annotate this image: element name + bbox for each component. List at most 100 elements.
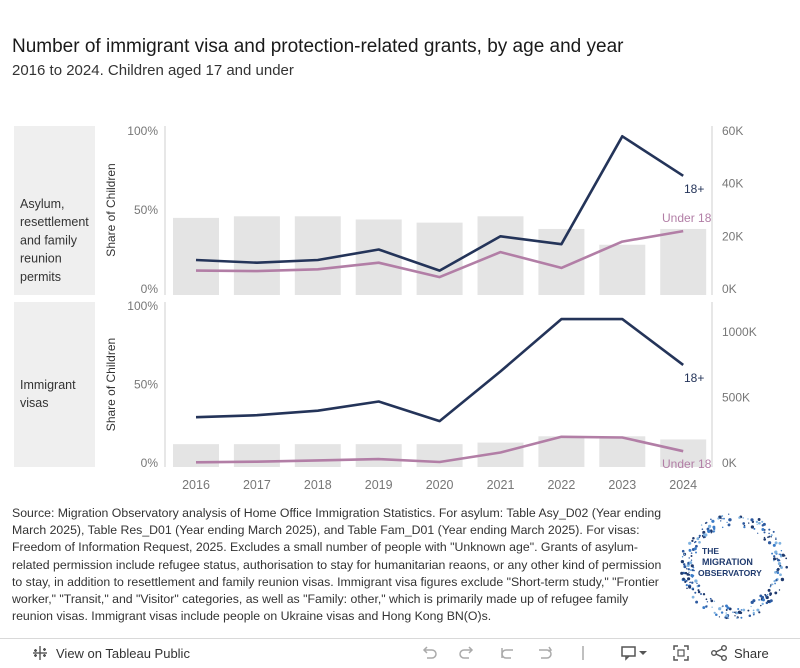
logo-dot <box>738 516 741 519</box>
logo-dot <box>721 518 723 520</box>
logo-dot <box>695 600 699 604</box>
panel-label-box <box>14 126 95 295</box>
logo-dot <box>693 547 697 551</box>
logo-dot <box>777 570 779 573</box>
logo-dot <box>733 611 736 613</box>
x-tick-label: 2024 <box>669 478 697 492</box>
right-tick-label: 0K <box>722 282 737 296</box>
logo-dot <box>764 593 767 596</box>
logo-dot <box>691 568 694 572</box>
logo-dot <box>702 606 706 610</box>
logo-dot <box>717 517 720 520</box>
logo-dot <box>769 592 773 596</box>
logo-dot <box>702 533 706 537</box>
share-of-children-bar <box>416 444 463 467</box>
pause-button[interactable] <box>574 644 592 662</box>
logo-dot <box>775 537 777 539</box>
logo-dot <box>727 617 730 619</box>
logo-dot <box>689 561 693 565</box>
share-button[interactable]: Share <box>710 644 769 662</box>
left-tick-label: 100% <box>127 299 158 313</box>
logo-dot <box>765 601 769 605</box>
logo-dot <box>695 551 697 554</box>
logo-dot <box>694 579 698 583</box>
logo-dot <box>702 593 706 596</box>
fullscreen-button[interactable] <box>672 644 690 662</box>
logo-dot <box>773 555 776 558</box>
logo-dot <box>692 588 695 591</box>
logo-dot <box>773 579 776 583</box>
logo-dot <box>725 616 728 620</box>
logo-dot <box>718 607 722 611</box>
logo-line-1: THE <box>702 546 719 556</box>
view-on-tableau-button[interactable]: View on Tableau Public <box>32 645 190 661</box>
logo-dot <box>711 606 713 608</box>
logo-dot <box>756 608 760 612</box>
logo-dot <box>722 605 724 607</box>
logo-dot <box>775 579 778 581</box>
share-of-children-bar <box>173 217 219 295</box>
revert-button[interactable] <box>498 644 516 662</box>
right-tick-label: 500K <box>722 391 750 405</box>
logo-dot <box>690 564 694 568</box>
logo-dot <box>726 606 730 610</box>
logo-dot <box>725 612 727 614</box>
series-line-children <box>195 229 684 279</box>
panel-label-box <box>14 302 95 467</box>
logo-dot <box>682 571 686 575</box>
logo-dot <box>688 541 692 545</box>
logo-dot <box>694 541 696 544</box>
logo-dot <box>768 532 770 535</box>
logo-dot <box>785 557 788 560</box>
logo-dot <box>720 611 724 614</box>
left-tick-label: 50% <box>134 378 158 392</box>
logo-dot <box>779 573 782 577</box>
logo-dot <box>761 528 765 531</box>
logo-dot <box>718 616 721 618</box>
x-tick-label: 2017 <box>243 478 271 492</box>
logo-dot <box>737 607 740 611</box>
logo-dot <box>711 519 715 523</box>
logo-dot <box>697 589 700 592</box>
logo-dot <box>692 536 695 540</box>
refresh-button[interactable] <box>536 644 554 662</box>
logo-dot <box>700 524 703 526</box>
logo-dot <box>752 611 755 615</box>
logo-dot <box>761 595 765 599</box>
logo-dot <box>742 522 746 525</box>
left-tick-label: 50% <box>134 203 158 217</box>
logo-dot <box>728 513 730 515</box>
logo-dot <box>712 530 715 533</box>
redo-button[interactable] <box>458 644 476 662</box>
logo-dot <box>686 568 688 570</box>
logo-dot <box>755 520 759 524</box>
logo-dot <box>760 604 762 607</box>
logo-dot <box>681 549 685 553</box>
logo-dot <box>691 581 694 584</box>
logo-dot <box>683 565 687 569</box>
logo-dot <box>696 582 698 585</box>
logo-dot <box>710 532 712 534</box>
logo-dot <box>774 550 778 554</box>
logo-dot <box>768 528 771 531</box>
logo-dot <box>769 599 773 603</box>
logo-dot <box>772 530 775 533</box>
refresh-icon <box>539 646 553 659</box>
logo-dot <box>750 518 754 522</box>
undo-button[interactable] <box>420 644 438 662</box>
logo-dot <box>688 557 690 559</box>
logo-dot <box>719 520 722 522</box>
revert-icon <box>501 648 513 659</box>
logo-dot <box>752 609 755 612</box>
left-tick-label: 0% <box>141 282 159 296</box>
logo-dot <box>750 525 755 529</box>
undo-icon <box>422 646 437 659</box>
logo-dot <box>780 577 785 582</box>
comment-menu-button[interactable] <box>620 644 648 662</box>
logo-dot <box>698 536 701 538</box>
chart-title: Number of immigrant visa and protection-… <box>12 36 624 57</box>
tableau-icon <box>33 646 47 660</box>
share-of-children-bar <box>355 219 402 295</box>
logo-dot <box>763 531 766 534</box>
logo-dot <box>742 608 746 612</box>
